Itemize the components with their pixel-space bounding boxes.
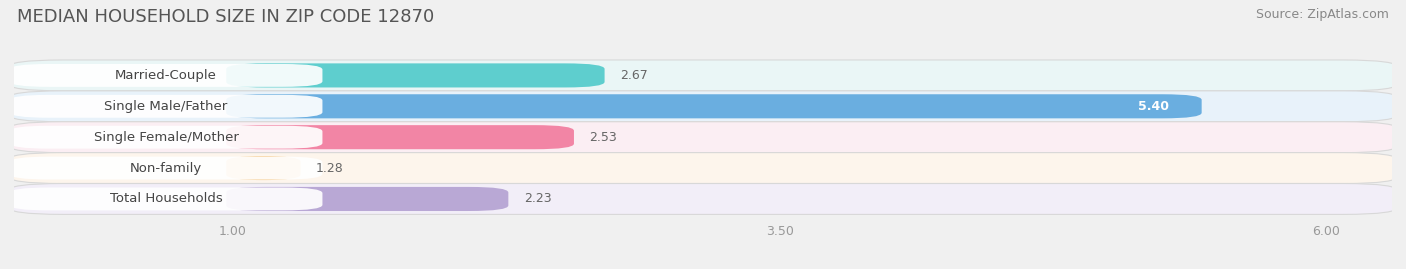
Text: Single Male/Father: Single Male/Father xyxy=(104,100,228,113)
FancyBboxPatch shape xyxy=(7,91,1399,122)
FancyBboxPatch shape xyxy=(7,183,1399,214)
FancyBboxPatch shape xyxy=(226,156,301,180)
FancyBboxPatch shape xyxy=(226,94,1202,118)
FancyBboxPatch shape xyxy=(10,64,322,87)
Text: Non-family: Non-family xyxy=(129,162,202,175)
FancyBboxPatch shape xyxy=(10,187,322,210)
FancyBboxPatch shape xyxy=(226,187,509,211)
Text: Single Female/Mother: Single Female/Mother xyxy=(94,131,239,144)
FancyBboxPatch shape xyxy=(7,60,1399,91)
Text: Source: ZipAtlas.com: Source: ZipAtlas.com xyxy=(1256,8,1389,21)
Text: 5.40: 5.40 xyxy=(1137,100,1168,113)
Text: 1.28: 1.28 xyxy=(316,162,343,175)
FancyBboxPatch shape xyxy=(226,63,605,87)
Text: 2.23: 2.23 xyxy=(523,192,551,206)
Text: 2.67: 2.67 xyxy=(620,69,648,82)
Text: 2.53: 2.53 xyxy=(589,131,617,144)
Text: Total Households: Total Households xyxy=(110,192,222,206)
FancyBboxPatch shape xyxy=(10,95,322,118)
Text: Married-Couple: Married-Couple xyxy=(115,69,217,82)
Text: MEDIAN HOUSEHOLD SIZE IN ZIP CODE 12870: MEDIAN HOUSEHOLD SIZE IN ZIP CODE 12870 xyxy=(17,8,434,26)
FancyBboxPatch shape xyxy=(10,126,322,148)
FancyBboxPatch shape xyxy=(226,125,574,149)
FancyBboxPatch shape xyxy=(7,153,1399,183)
FancyBboxPatch shape xyxy=(10,157,322,179)
FancyBboxPatch shape xyxy=(7,122,1399,153)
